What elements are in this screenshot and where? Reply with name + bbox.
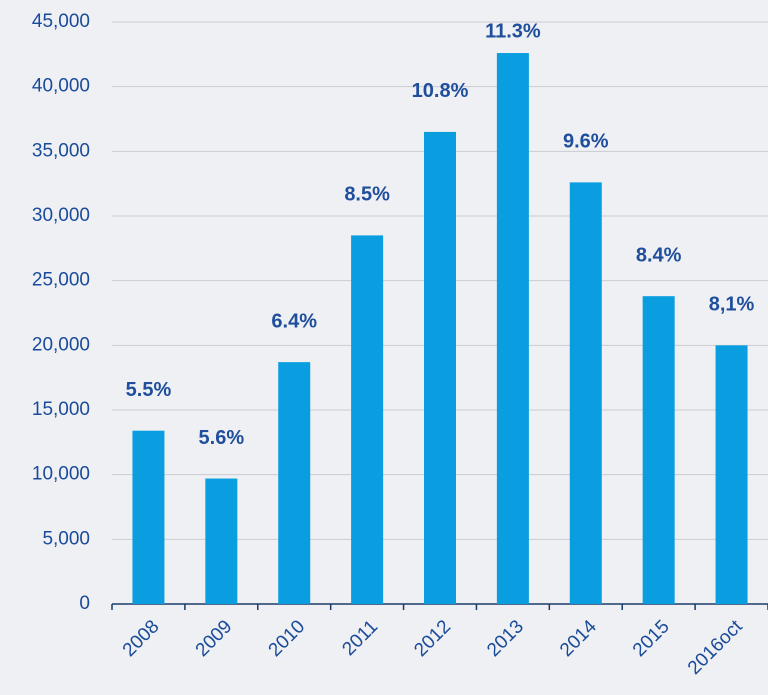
bar [642, 296, 675, 604]
x-tick-label: 2010 [265, 616, 310, 661]
x-tick-label: 2009 [192, 616, 237, 661]
data-label: 5.5% [126, 379, 172, 401]
data-label: 5.6% [199, 427, 245, 449]
x-tick-label: 2016oct [684, 616, 747, 679]
bar [132, 430, 165, 604]
y-tick-label: 5,000 [42, 528, 90, 549]
x-tick-label: 2008 [119, 616, 164, 661]
y-tick-label: 25,000 [32, 270, 90, 291]
y-tick-label: 20,000 [32, 334, 90, 355]
y-tick-label: 40,000 [32, 76, 90, 97]
y-tick-label: 30,000 [32, 205, 90, 226]
x-tick-label: 2015 [629, 616, 674, 661]
bar [496, 53, 529, 605]
data-label: 11.3% [485, 20, 541, 42]
data-label: 6.4% [271, 310, 317, 332]
data-label: 10.8% [412, 80, 469, 102]
data-label: 8,1% [709, 294, 755, 316]
bar [569, 182, 602, 604]
bar [278, 362, 311, 604]
y-tick-label: 0 [79, 593, 90, 614]
x-tick-label: 2014 [556, 616, 601, 661]
bar [715, 345, 748, 604]
bar [205, 478, 238, 604]
data-label: 8.4% [636, 244, 682, 266]
bar [351, 235, 384, 604]
x-tick-label: 2012 [410, 616, 455, 661]
x-tick-label: 2011 [338, 616, 382, 660]
y-tick-label: 10,000 [32, 464, 90, 485]
data-label: 8.5% [344, 184, 390, 206]
y-tick-label: 15,000 [32, 399, 90, 420]
x-tick-label: 2013 [483, 616, 528, 661]
y-tick-label: 35,000 [32, 140, 90, 161]
y-tick-label: 45,000 [32, 11, 90, 32]
data-label: 9.6% [563, 131, 609, 153]
bar [424, 131, 456, 604]
